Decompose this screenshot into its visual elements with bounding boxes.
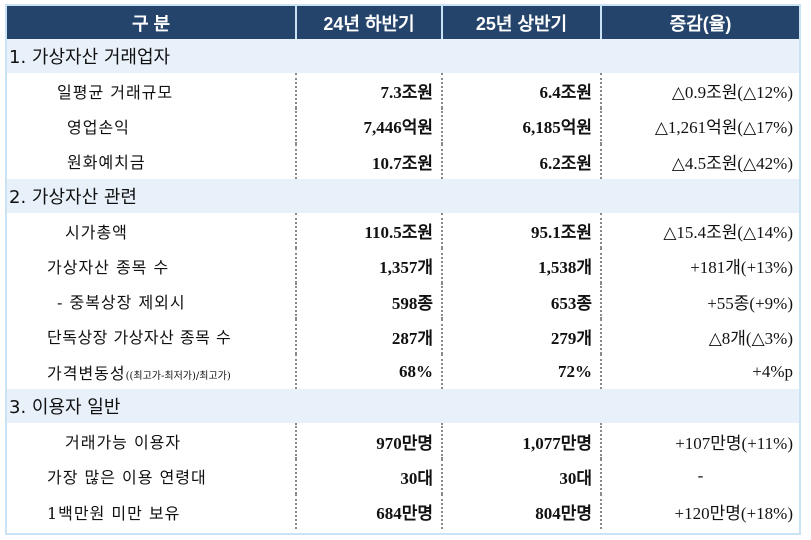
value-2025-h1: 72% — [441, 354, 601, 390]
table-row: 단독상장 가상자산 종목 수 287개 279개 △8개(△3%) — [7, 318, 799, 355]
value-2024-h2: 30대 — [295, 458, 442, 494]
value-2024-h2: 7,446억원 — [295, 108, 442, 144]
value-2024-h2: 7.3조원 — [295, 73, 442, 109]
value-2024-h2: 287개 — [295, 318, 442, 355]
value-change: △0.9조원(△12%) — [600, 73, 799, 109]
value-2025-h1: 95.1조원 — [441, 212, 601, 249]
value-2024-h2: 10.7조원 — [295, 143, 442, 179]
value-2025-h1: 653종 — [441, 283, 601, 319]
value-change: +181개(+13%) — [600, 248, 799, 284]
value-change: +120만명(+18%) — [600, 493, 799, 530]
stats-table-frame: 구 분 24년 하반기 25년 상반기 증감(율) 1. 가상자산 거래업자 일… — [5, 4, 801, 535]
value-2025-h1: 804만명 — [441, 493, 601, 530]
table-row: 가상자산 종목 수 1,357개 1,538개 +181개(+13%) — [7, 248, 799, 284]
row-label-note: ((최고가-최저가)/최고가) — [125, 370, 231, 382]
row-label: 단독상장 가상자산 종목 수 — [47, 328, 232, 348]
table-row: - 중복상장 제외시 598종 653종 +55종(+9%) — [7, 283, 799, 319]
table-row: 영업손익 7,446억원 6,185억원 △1,261억원(△17%) — [7, 108, 799, 144]
row-label: 가상자산 종목 수 — [47, 257, 170, 277]
table-row: 가장 많은 이용 연령대 30대 30대 - — [7, 458, 799, 494]
row-label: - 중복상장 제외시 — [57, 293, 186, 313]
value-2024-h2: 68% — [295, 354, 442, 390]
section-row-users: 3. 이용자 일반 — [7, 389, 799, 424]
header-2025-h1: 25년 상반기 — [441, 6, 601, 39]
row-label: 가격변동성 — [47, 363, 126, 383]
header-2024-h2: 24년 하반기 — [295, 6, 442, 39]
value-change: +4%p — [600, 354, 799, 390]
value-2025-h1: 30대 — [441, 458, 601, 494]
header-row: 구 분 24년 하반기 25년 상반기 증감(율) — [7, 6, 799, 39]
table-row: 일평균 거래규모 7.3조원 6.4조원 △0.9조원(△12%) — [7, 73, 799, 109]
value-2024-h2: 110.5조원 — [295, 212, 442, 249]
value-2025-h1: 6.2조원 — [441, 143, 601, 179]
table-row: 거래가능 이용자 970만명 1,077만명 +107만명(+11%) — [7, 423, 799, 459]
virtual-asset-stats-table: 구 분 24년 하반기 25년 상반기 증감(율) 1. 가상자산 거래업자 일… — [7, 6, 799, 530]
table-row: 가격변동성((최고가-최저가)/최고가) 68% 72% +4%p — [7, 354, 799, 390]
section-title: 1. 가상자산 거래업자 — [7, 39, 799, 73]
value-2025-h1: 1,077만명 — [441, 423, 601, 459]
value-change: +55종(+9%) — [600, 283, 799, 319]
section-row-exchanges: 1. 가상자산 거래업자 — [7, 39, 799, 73]
row-label: 거래가능 이용자 — [65, 433, 182, 453]
value-change: △15.4조원(△14%) — [600, 212, 799, 249]
value-2024-h2: 684만명 — [295, 493, 442, 530]
value-2025-h1: 1,538개 — [441, 248, 601, 284]
section-title: 2. 가상자산 관련 — [7, 178, 799, 213]
header-category: 구 분 — [7, 6, 296, 39]
value-2025-h1: 279개 — [441, 318, 601, 355]
row-label: 일평균 거래규모 — [57, 82, 174, 102]
section-row-assets: 2. 가상자산 관련 — [7, 178, 799, 213]
table-row: 시가총액 110.5조원 95.1조원 △15.4조원(△14%) — [7, 212, 799, 249]
value-2025-h1: 6,185억원 — [441, 108, 601, 144]
value-2024-h2: 598종 — [295, 283, 442, 319]
section-title: 3. 이용자 일반 — [7, 389, 799, 424]
value-change: △8개(△3%) — [600, 318, 799, 355]
row-label-cell: 가격변동성((최고가-최저가)/최고가) — [7, 354, 296, 389]
value-change: - — [600, 458, 799, 494]
row-label: 원화예치금 — [67, 153, 146, 173]
row-label: 가장 많은 이용 연령대 — [47, 468, 207, 488]
value-2025-h1: 6.4조원 — [441, 73, 601, 109]
value-change: △1,261억원(△17%) — [600, 108, 799, 144]
row-label: 시가총액 — [65, 222, 128, 242]
table-row: 원화예치금 10.7조원 6.2조원 △4.5조원(△42%) — [7, 143, 799, 179]
header-change: 증감(율) — [600, 6, 799, 39]
table-row: 1백만원 미만 보유 684만명 804만명 +120만명(+18%) — [7, 493, 799, 530]
value-2024-h2: 1,357개 — [295, 248, 442, 284]
value-2024-h2: 970만명 — [295, 423, 442, 459]
value-change: △4.5조원(△42%) — [600, 143, 799, 179]
value-change: +107만명(+11%) — [600, 423, 799, 459]
row-label: 1백만원 미만 보유 — [47, 503, 181, 523]
row-label: 영업손익 — [67, 117, 130, 137]
